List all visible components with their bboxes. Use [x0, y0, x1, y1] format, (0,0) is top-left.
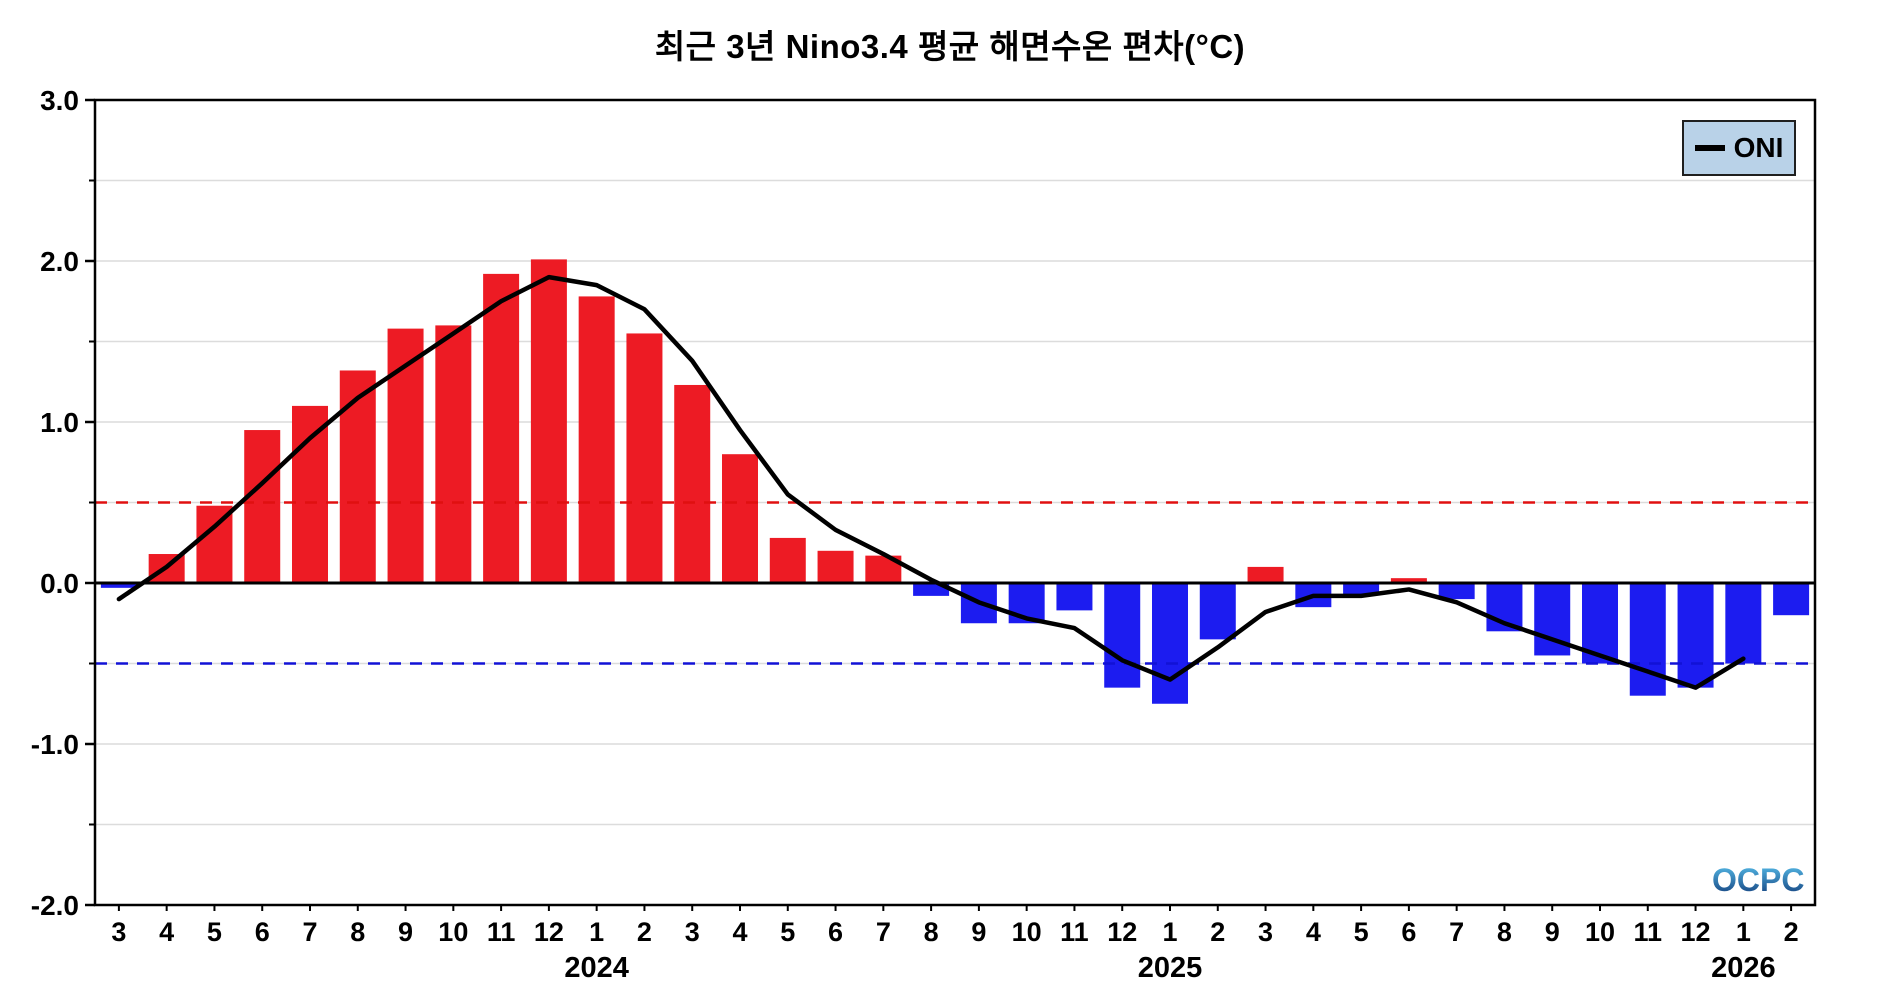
ocpc-logo: OCPC [1712, 862, 1804, 898]
y-tick-label: 1.0 [40, 407, 79, 438]
anomaly-bar [1390, 578, 1427, 583]
year-label: 2025 [1138, 952, 1203, 984]
year-label: 2026 [1711, 952, 1776, 984]
anomaly-bar [578, 296, 615, 583]
x-tick-label: 11 [487, 917, 516, 947]
x-tick-label: 1 [1736, 917, 1751, 947]
x-tick-label: 7 [1449, 917, 1464, 947]
anomaly-bar [483, 273, 520, 583]
anomaly-bar [1629, 583, 1666, 696]
x-tick-label: 4 [1306, 917, 1321, 947]
x-tick-label: 6 [828, 917, 843, 947]
y-tick-label: 0.0 [40, 568, 79, 599]
y-tick-label: 2.0 [40, 246, 79, 277]
x-tick-label: 11 [1634, 917, 1663, 947]
anomaly-bar [1104, 583, 1141, 688]
y-tick-label: -2.0 [31, 890, 79, 921]
x-tick-label: 5 [780, 917, 795, 947]
x-tick-label: 7 [876, 917, 891, 947]
anomaly-bar [100, 583, 137, 588]
ocpc-watermark: OCPC [1710, 860, 1840, 907]
ocpc-logo-text: OCPC [1712, 862, 1804, 898]
legend-label-oni: ONI [1733, 132, 1784, 163]
x-tick-label: 10 [1012, 917, 1042, 947]
anomaly-bar [1725, 583, 1762, 664]
x-tick-label: 10 [438, 917, 468, 947]
x-tick-label: 3 [111, 917, 126, 947]
anomaly-bar [1677, 583, 1714, 688]
x-tick-label: 1 [1162, 917, 1177, 947]
anomaly-bar [769, 537, 806, 583]
x-tick-label: 8 [1497, 917, 1512, 947]
oni-line [116, 274, 1746, 690]
anomaly-bar [1773, 583, 1810, 616]
x-tick-label: 11 [1060, 917, 1089, 947]
year-label: 2024 [564, 952, 629, 984]
anomaly-bar [1343, 583, 1380, 595]
y-tick-label: -1.0 [31, 729, 79, 760]
anomaly-bar [530, 259, 567, 583]
anomaly-bar [1438, 583, 1475, 600]
anomaly-bar [339, 370, 376, 583]
anomaly-bar [722, 454, 758, 583]
x-tick-label: 9 [398, 917, 413, 947]
x-tick-label: 8 [350, 917, 365, 947]
x-tick-label: 3 [685, 917, 700, 947]
x-tick-label: 2 [637, 917, 652, 947]
x-tick-label: 12 [1107, 917, 1137, 947]
anomaly-bar [817, 550, 854, 583]
anomaly-bar [1152, 583, 1188, 704]
anomaly-bar [626, 333, 663, 583]
anomaly-bar [1056, 583, 1093, 611]
anomaly-bar [1247, 566, 1284, 583]
y-tick-label: 3.0 [40, 85, 79, 116]
x-tick-label: 4 [732, 917, 747, 947]
x-tick-label: 6 [1401, 917, 1416, 947]
legend: ONI [1682, 120, 1796, 176]
oni-line-sample-icon [1694, 145, 1725, 151]
x-tick-label: 12 [534, 917, 564, 947]
x-tick-label: 9 [1545, 917, 1560, 947]
x-tick-label: 1 [589, 917, 604, 947]
anomaly-bar [244, 430, 281, 583]
x-tick-label: 7 [302, 917, 317, 947]
x-tick-label: 3 [1258, 917, 1273, 947]
x-tick-label: 10 [1585, 917, 1615, 947]
x-tick-label: 5 [1354, 917, 1369, 947]
x-tick-label: 9 [971, 917, 986, 947]
anomaly-bar [1199, 583, 1236, 640]
x-tick-label: 5 [207, 917, 222, 947]
chart-title: 최근 3년 Nino3.4 평균 해면수온 편차(°C) [654, 28, 1246, 65]
anomaly-bar [387, 328, 424, 583]
anomaly-bar [292, 405, 328, 583]
anomaly-bar [674, 384, 711, 583]
x-tick-label: 4 [159, 917, 174, 947]
x-tick-label: 6 [255, 917, 270, 947]
x-tick-label: 2 [1210, 917, 1225, 947]
x-tick-label: 12 [1681, 917, 1711, 947]
anomaly-bar [435, 325, 472, 583]
x-tick-label: 8 [924, 917, 939, 947]
x-tick-label: 2 [1784, 917, 1799, 947]
